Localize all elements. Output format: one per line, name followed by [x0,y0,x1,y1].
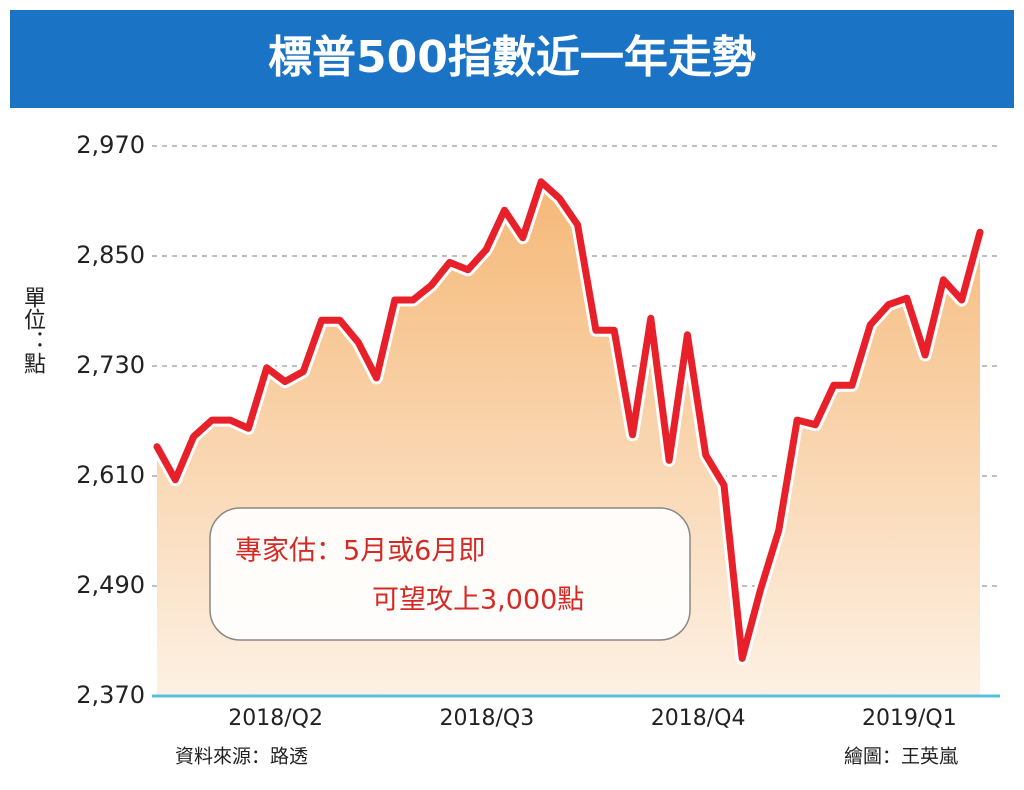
credit-note: 繪圖：王英嵐 [844,746,958,768]
annotation-box [209,507,691,641]
source-note: 資料來源：路透 [175,746,308,768]
y-tick-label: 2,730 [76,351,145,379]
y-tick-label: 2,850 [76,241,145,269]
y-tick-label: 2,970 [76,131,145,159]
y-tick-label: 2,490 [76,571,145,599]
chart-title: 標普500指數近一年走勢 [268,32,756,83]
y-tick-label: 2,610 [76,461,145,489]
line [153,178,984,662]
x-tick-label: 2019/Q1 [862,706,957,731]
annotation-line: 專家估：5月或6月即 [235,536,485,567]
y-axis-label: 單位：點 [20,286,46,374]
title-banner [10,10,1014,108]
x-tick-label: 2018/Q3 [440,706,535,731]
x-tick-label: 2018/Q2 [228,706,323,731]
plot: 2,370 2,490 2,610 2,730 2,850 2,970 2018/Q2 201… [76,131,1000,731]
annotation-line: 可望攻上3,000點 [372,585,584,616]
x-tick-label: 2018/Q4 [651,706,746,731]
y-tick-label: 2,370 [76,681,145,709]
